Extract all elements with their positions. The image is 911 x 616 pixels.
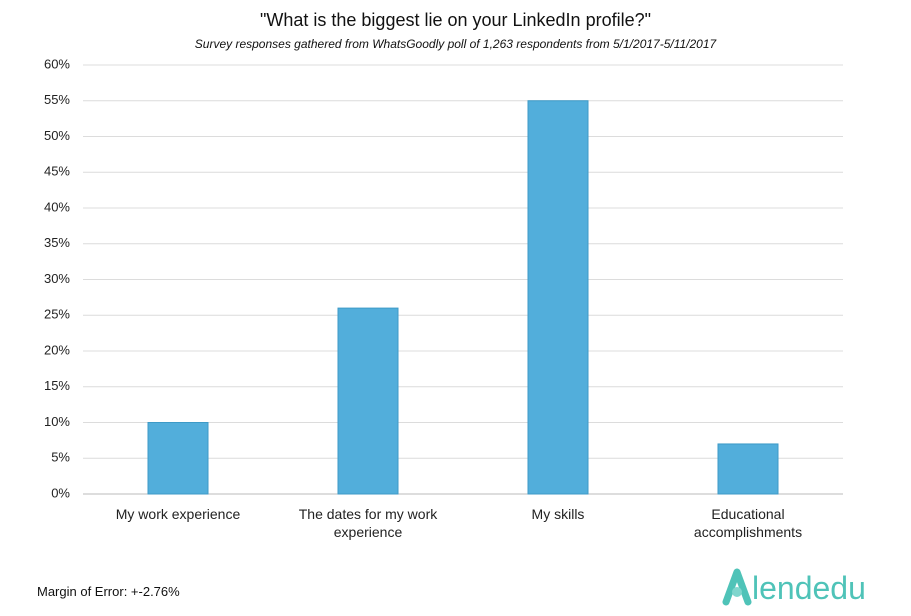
bar xyxy=(337,307,399,495)
y-tick-label: 45% xyxy=(44,164,70,179)
bar xyxy=(147,422,209,495)
logo: lendedu xyxy=(722,568,866,608)
logo-text: lendedu xyxy=(752,569,866,606)
footnote: Margin of Error: +-2.76% xyxy=(37,584,180,599)
y-tick-label: 20% xyxy=(44,342,70,357)
y-tick-label: 25% xyxy=(44,307,70,322)
bar xyxy=(527,100,589,495)
y-tick-label: 40% xyxy=(44,199,70,214)
x-tick-label: Educational accomplishments xyxy=(693,506,803,540)
chart-subtitle: Survey responses gathered from WhatsGood… xyxy=(194,37,717,51)
x-tick-label: The dates for my work experience xyxy=(298,506,438,540)
y-tick-label: 30% xyxy=(44,271,70,286)
x-tick-label: My skills xyxy=(531,506,585,522)
y-tick-label: 60% xyxy=(44,56,70,71)
logo-icon xyxy=(722,568,752,606)
y-tick-label: 15% xyxy=(44,378,70,393)
chart-title: "What is the biggest lie on your LinkedI… xyxy=(260,10,651,30)
y-tick-label: 5% xyxy=(51,450,70,465)
y-tick-label: 0% xyxy=(51,485,70,500)
y-tick-label: 50% xyxy=(44,128,70,143)
y-tick-label: 55% xyxy=(44,92,70,107)
y-tick-label: 35% xyxy=(44,235,70,250)
y-tick-label: 10% xyxy=(44,414,70,429)
bar xyxy=(717,443,779,495)
x-tick-label: My work experience xyxy=(115,506,241,522)
